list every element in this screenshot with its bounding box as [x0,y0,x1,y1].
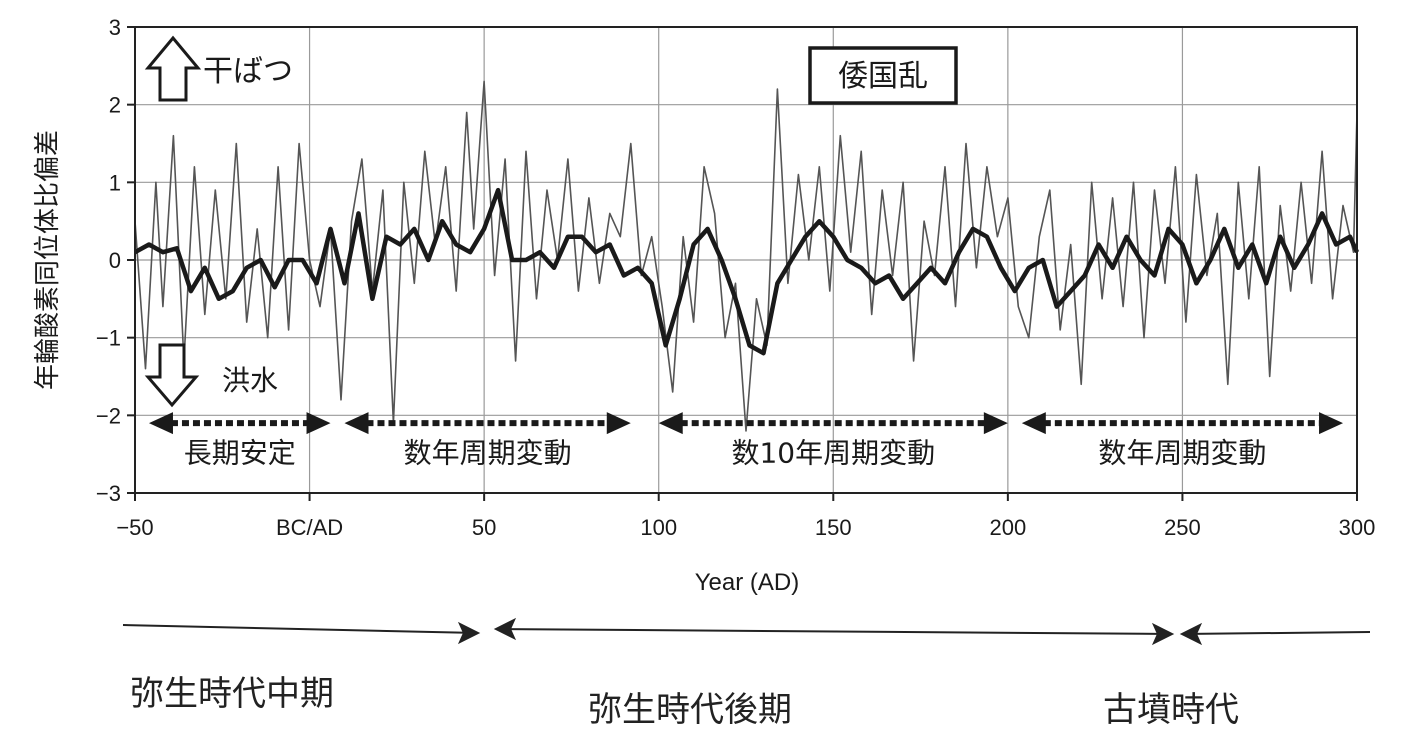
y-tick-label: 0 [109,248,121,273]
drought-label: 干ばつ [203,54,293,89]
event-box [808,46,958,105]
era-arrow-late-yayoi [495,628,1173,635]
period-arrowhead-right [983,412,1008,435]
series-group [133,80,1360,432]
y-tick-label: −1 [96,326,121,351]
x-tick-label: 200 [989,515,1026,540]
period-label: 長期安定 [184,436,296,469]
y-tick-label: −2 [96,403,121,428]
x-tick-label: BC/AD [276,515,343,540]
era-label-kofun: 古墳時代 [1103,690,1239,730]
y-tick-label: 3 [109,15,121,40]
era-arrowhead [493,617,517,641]
era-arrow-middle-yayoi [122,624,479,634]
period-label: 数年周期変動 [1098,436,1266,469]
x-tick-label: 150 [815,515,852,540]
x-tick-label: −50 [116,515,153,540]
y-tick-label: −3 [96,481,121,506]
flood-arrow-icon [144,343,200,408]
period-arrowhead-right [306,412,331,435]
period-arrowhead-left [658,412,683,435]
annotations: 干ばつ 洪水 倭国乱 [144,35,958,408]
x-axis-title: Year (AD) [695,569,799,596]
x-tick-label: 250 [1164,515,1201,540]
period-arrows: 長期安定 数年周期変動 数10年周期変動 数年周期変動 [148,412,1344,469]
flood-label: 洪水 [222,364,278,397]
axis-ticks: −3 −2 −1 0 1 2 3 −50 BC/AD 50 100 150 200 250 300 [96,15,1375,540]
era-label-late-yayoi: 弥生時代後期 [588,690,792,730]
period-arrowhead-right [1319,412,1344,435]
drought-arrow-icon [144,35,202,102]
event-box-label: 倭国乱 [838,59,928,94]
era-label-middle-yayoi: 弥生時代中期 [130,674,334,714]
period-label: 数年周期変動 [404,436,572,469]
x-tick-label: 100 [640,515,677,540]
period-arrowhead-left [1021,412,1046,435]
period-arrowhead-right [606,412,631,435]
period-label: 数10年周期変動 [731,436,935,469]
y-tick-label: 1 [109,170,121,195]
period-arrowhead-left [148,412,173,435]
series-line-annual [134,80,1358,432]
x-tick-label: 50 [472,515,496,540]
y-axis-title: 年輪酸素同位体比偏差 [33,130,63,390]
era-arrowhead [1179,622,1203,646]
series-line-smoothed [133,187,1360,356]
x-tick-label: 300 [1339,515,1376,540]
era-arrow-kofun [1181,631,1371,635]
era-arrowhead [457,621,481,645]
period-arrowhead-left [344,412,369,435]
era-arrows [122,617,1371,646]
y-tick-label: 2 [109,93,121,118]
era-arrowhead [1151,622,1175,646]
